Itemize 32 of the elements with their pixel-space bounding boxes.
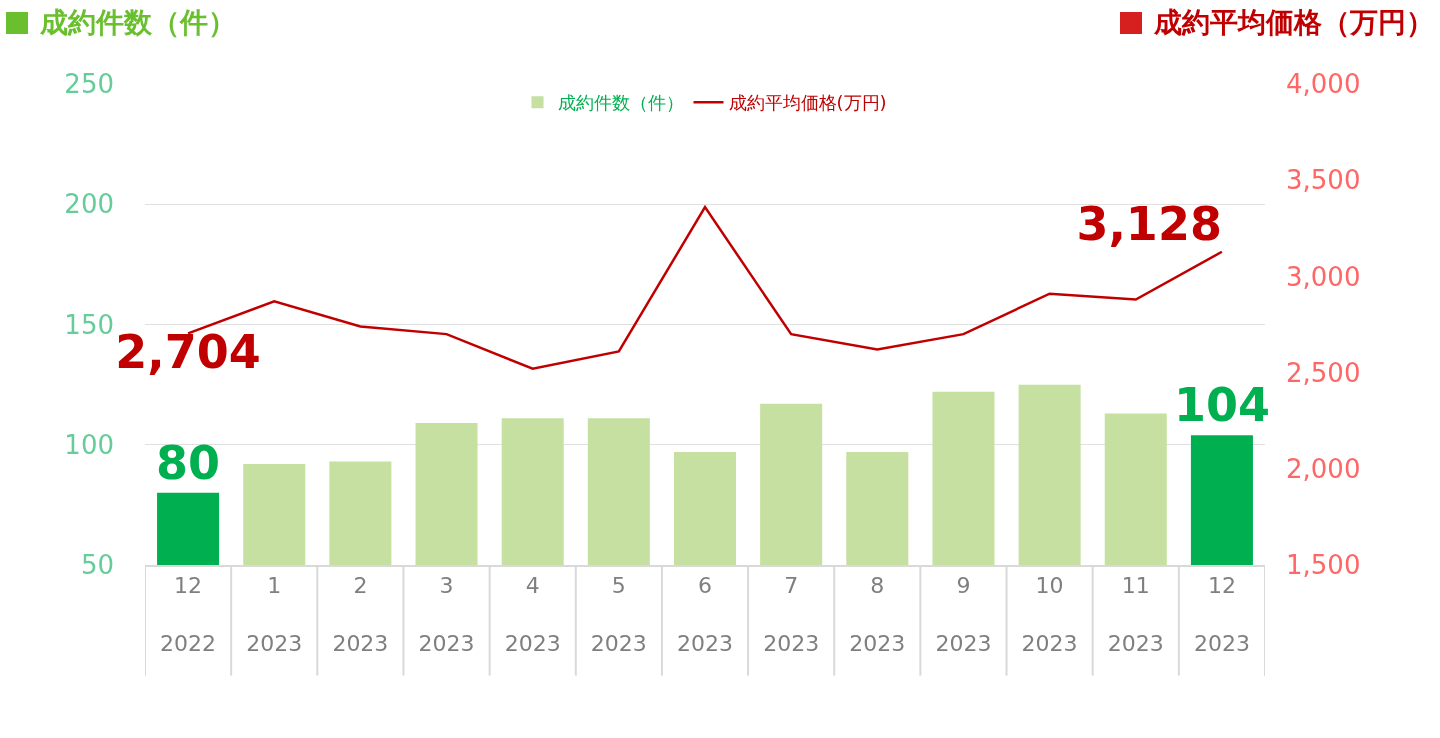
category-label: 10 2023	[1021, 573, 1078, 656]
category-label: 2 2023	[332, 573, 389, 656]
y-tick-label: 50	[80, 550, 114, 581]
category-label: 1 2023	[246, 573, 303, 656]
category-label: 8 2023	[849, 573, 906, 656]
y2-tick-label: 2,500	[1286, 357, 1361, 388]
y2-tick-label: 3,000	[1286, 261, 1361, 292]
category-label: 9 2023	[935, 573, 992, 656]
y-tick-label: 150	[64, 309, 114, 340]
data-label: 104	[1173, 378, 1270, 433]
data-label: 2,704	[115, 324, 261, 379]
category-label: 11 2023	[1107, 573, 1164, 656]
y2-tick-label: 2,000	[1286, 453, 1361, 484]
category-label: 7 2023	[763, 573, 820, 656]
y-axis-title: 成約件数（件）	[40, 5, 236, 41]
category-label: 3 2023	[418, 573, 475, 656]
y2-axis-title: 成約平均価格（万円）	[1154, 5, 1434, 41]
y2-tick-label: 1,500	[1286, 550, 1361, 581]
legend-label: 成約平均価格(万円)	[728, 92, 887, 114]
y-tick-label: 100	[64, 429, 114, 460]
category-label: 12 2022	[160, 573, 217, 656]
category-label: 12 2023	[1193, 573, 1250, 656]
y-tick-label: 200	[64, 189, 114, 220]
y-tick-label: 250	[64, 69, 114, 100]
category-label: 5 2023	[590, 573, 647, 656]
data-label: 3,128	[1076, 197, 1222, 252]
y2-tick-label: 3,500	[1286, 165, 1361, 196]
category-label: 6 2023	[677, 573, 733, 656]
data-label: 80	[156, 435, 221, 490]
category-label: 4 2023	[504, 573, 561, 656]
legend-label: 成約件数（件）	[557, 92, 684, 114]
y2-tick-label: 4,000	[1286, 69, 1361, 100]
